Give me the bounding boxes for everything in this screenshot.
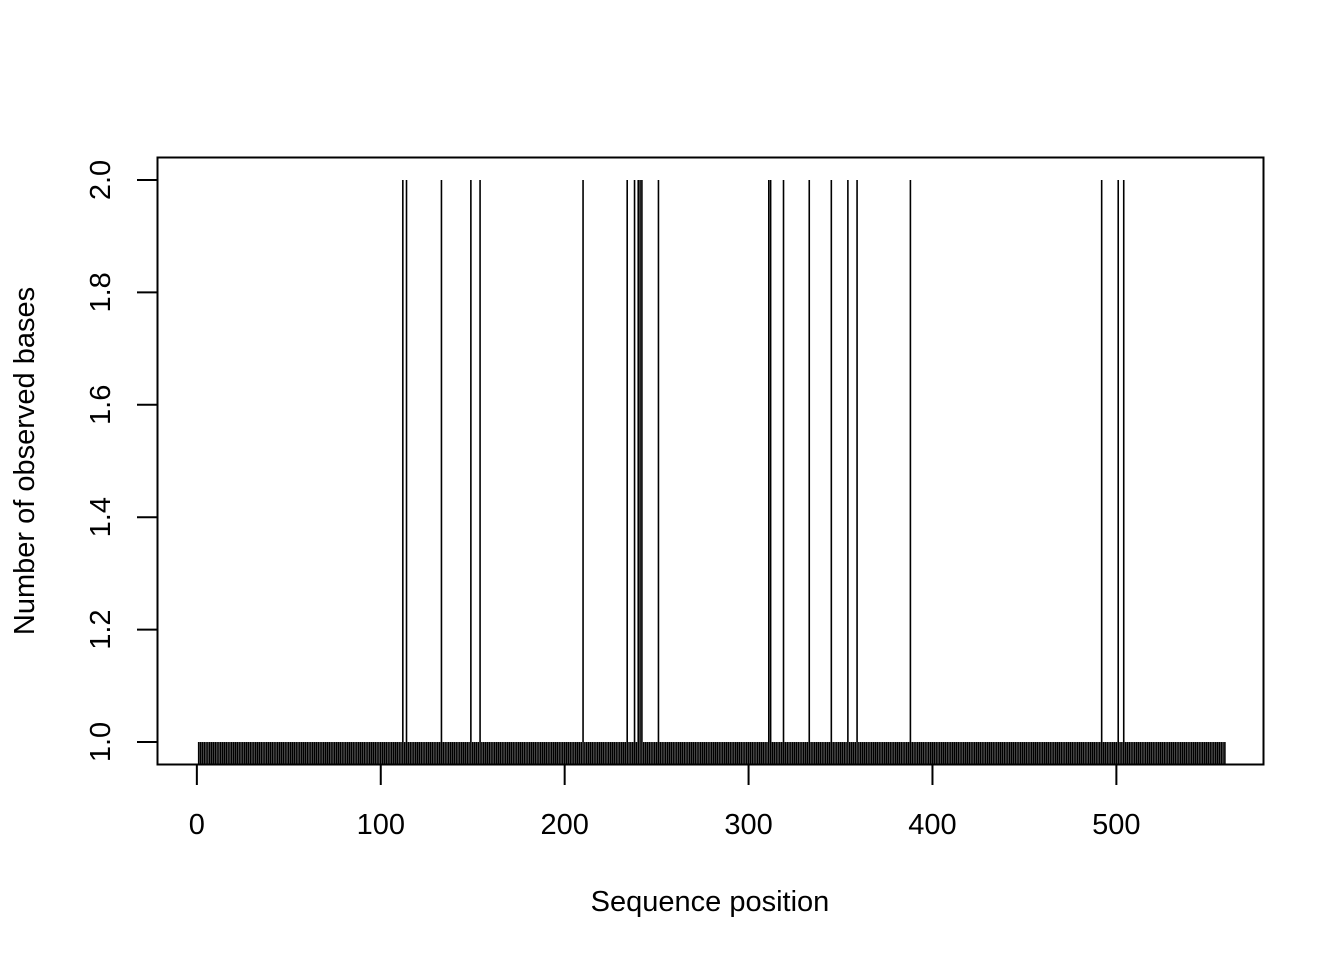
y-axis: 1.0 1.2 1.4 1.6 1.8 2.0: [85, 160, 159, 762]
x-tick-label: 200: [540, 809, 588, 841]
x-tick-label: 100: [357, 809, 405, 841]
y-axis-label: Number of observed bases: [9, 287, 41, 635]
y-tick-label: 1.4: [85, 497, 117, 537]
y-tick-label: 2.0: [85, 160, 117, 200]
data-bars: [197, 179, 1226, 765]
plot-frame: [156, 156, 1265, 766]
x-axis-label: Sequence position: [591, 886, 830, 918]
x-tick-label: 500: [1092, 809, 1140, 841]
x-axis: 0 100 200 300 400 500: [189, 763, 1141, 841]
y-tick-label: 1.2: [85, 609, 117, 649]
x-tick-label: 0: [189, 809, 205, 841]
y-tick-label: 1.0: [85, 722, 117, 762]
x-tick-label: 400: [908, 809, 956, 841]
y-tick-label: 1.8: [85, 272, 117, 312]
y-tick-label: 1.6: [85, 385, 117, 425]
x-tick-label: 300: [724, 809, 772, 841]
